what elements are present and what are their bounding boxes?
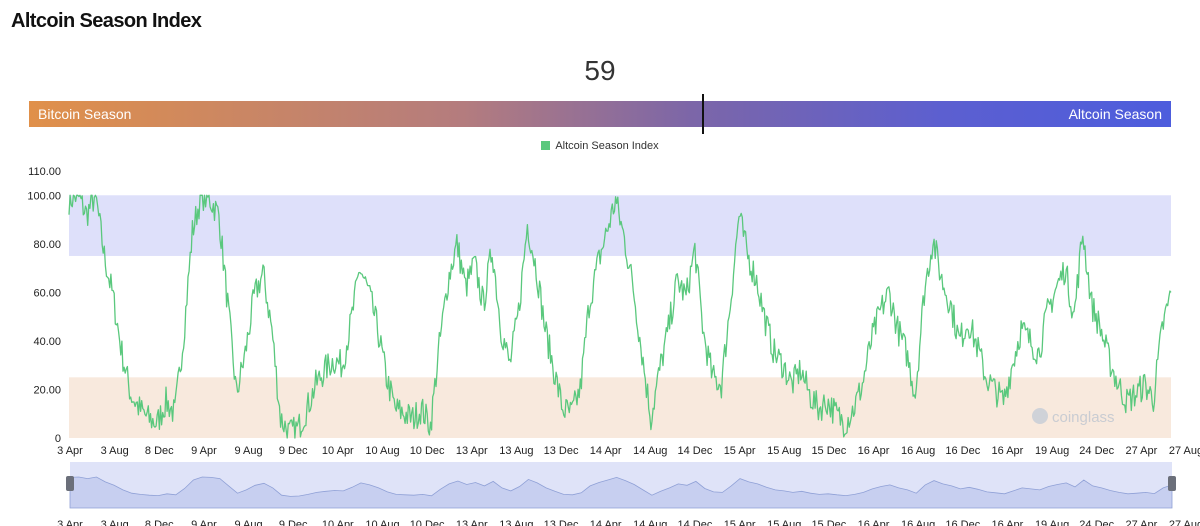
x-tick-label: 14 Dec <box>678 445 713 457</box>
bitcoin-season-label: Bitcoin Season <box>38 106 132 122</box>
page-title: Altcoin Season Index <box>11 10 202 32</box>
navigator-x-tick-label: 10 Dec <box>410 519 445 526</box>
x-tick-label: 10 Dec <box>410 445 445 457</box>
x-tick-label: 16 Apr <box>992 445 1024 457</box>
x-tick-label: 16 Apr <box>858 445 890 457</box>
x-tick-label: 10 Apr <box>322 445 354 457</box>
navigator-x-tick-label: 13 Dec <box>544 519 579 526</box>
x-tick-label: 27 Aug <box>1169 445 1200 457</box>
y-tick-label: 100.00 <box>27 190 61 202</box>
altcoin-season-band <box>69 195 1171 256</box>
navigator-x-tick-label: 9 Apr <box>191 519 217 526</box>
altcoin-season-chart[interactable]: coinglass 0 20.00 40.00 60.00 80.00 100.00 110.… <box>0 0 1200 460</box>
navigator-x-tick-label: 9 Aug <box>234 519 262 526</box>
navigator-left-handle[interactable] <box>66 476 74 491</box>
navigator-x-tick-label: 14 Dec <box>678 519 713 526</box>
watermark-text: coinglass <box>1052 409 1115 426</box>
y-tick-label: 20.00 <box>33 384 61 396</box>
y-tick-label: 60.00 <box>33 287 61 299</box>
navigator-x-tick-label: 15 Apr <box>724 519 756 526</box>
navigator-x-tick-label: 3 Apr <box>57 519 83 526</box>
x-tick-label: 19 Aug <box>1035 445 1069 457</box>
navigator-x-tick-label: 13 Aug <box>499 519 533 526</box>
x-tick-label: 13 Dec <box>544 445 579 457</box>
watermark-icon <box>1032 408 1048 424</box>
legend-label: Altcoin Season Index <box>555 140 659 152</box>
x-tick-label: 3 Apr <box>57 445 83 457</box>
x-tick-label: 15 Dec <box>811 445 846 457</box>
navigator-x-tick-label: 10 Aug <box>365 519 399 526</box>
x-tick-label: 3 Aug <box>101 445 129 457</box>
altcoin-season-index-line <box>68 194 1172 439</box>
navigator-series-area <box>69 476 1173 509</box>
navigator-x-tick-label: 10 Apr <box>322 519 354 526</box>
navigator-x-tick-label: 27 Aug <box>1169 519 1200 526</box>
y-tick-label: 110.00 <box>28 166 61 178</box>
navigator-x-tick-label: 16 Dec <box>945 519 980 526</box>
gauge-value: 59 <box>584 55 616 86</box>
navigator-x-tick-label: 16 Apr <box>858 519 890 526</box>
altcoin-season-label: Altcoin Season <box>1068 106 1162 122</box>
x-tick-label: 15 Aug <box>767 445 801 457</box>
navigator-x-tick-label: 9 Dec <box>279 519 308 526</box>
season-gradient-bar: Bitcoin Season Altcoin Season <box>29 101 1171 127</box>
y-tick-label: 0 <box>55 433 61 445</box>
gauge-marker <box>702 94 704 134</box>
x-tick-label: 9 Apr <box>191 445 217 457</box>
x-tick-label: 14 Aug <box>633 445 667 457</box>
watermark-logo: coinglass <box>1032 408 1115 426</box>
x-tick-label: 13 Apr <box>456 445 488 457</box>
legend-swatch <box>541 141 551 150</box>
navigator-x-tick-label: 15 Dec <box>811 519 846 526</box>
navigator-x-tick-label: 3 Aug <box>101 519 129 526</box>
navigator-x-tick-label: 27 Apr <box>1125 519 1157 526</box>
x-tick-label: 24 Dec <box>1079 445 1114 457</box>
navigator-x-tick-label: 15 Aug <box>767 519 801 526</box>
x-tick-label: 10 Aug <box>365 445 399 457</box>
y-tick-label: 80.00 <box>33 239 61 251</box>
navigator-x-tick-label: 8 Dec <box>145 519 174 526</box>
x-tick-label: 14 Apr <box>590 445 622 457</box>
navigator-x-tick-label: 16 Aug <box>901 519 935 526</box>
navigator-x-tick-label: 14 Apr <box>590 519 622 526</box>
x-tick-label: 9 Dec <box>279 445 308 457</box>
navigator-right-handle[interactable] <box>1168 476 1176 491</box>
x-tick-label: 16 Dec <box>945 445 980 457</box>
x-tick-label: 9 Aug <box>234 445 262 457</box>
chart-legend[interactable]: Altcoin Season Index <box>0 140 1200 152</box>
navigator-x-tick-label: 16 Apr <box>992 519 1024 526</box>
x-tick-label: 27 Apr <box>1125 445 1157 457</box>
navigator-x-tick-label: 13 Apr <box>456 519 488 526</box>
x-tick-label: 16 Aug <box>901 445 935 457</box>
y-tick-label: 40.00 <box>33 336 61 348</box>
x-tick-label: 13 Aug <box>499 445 533 457</box>
navigator-x-tick-label: 19 Aug <box>1035 519 1069 526</box>
navigator-x-tick-label: 14 Aug <box>633 519 667 526</box>
x-tick-label: 8 Dec <box>145 445 174 457</box>
navigator-x-tick-label: 24 Dec <box>1079 519 1114 526</box>
x-tick-label: 15 Apr <box>724 445 756 457</box>
